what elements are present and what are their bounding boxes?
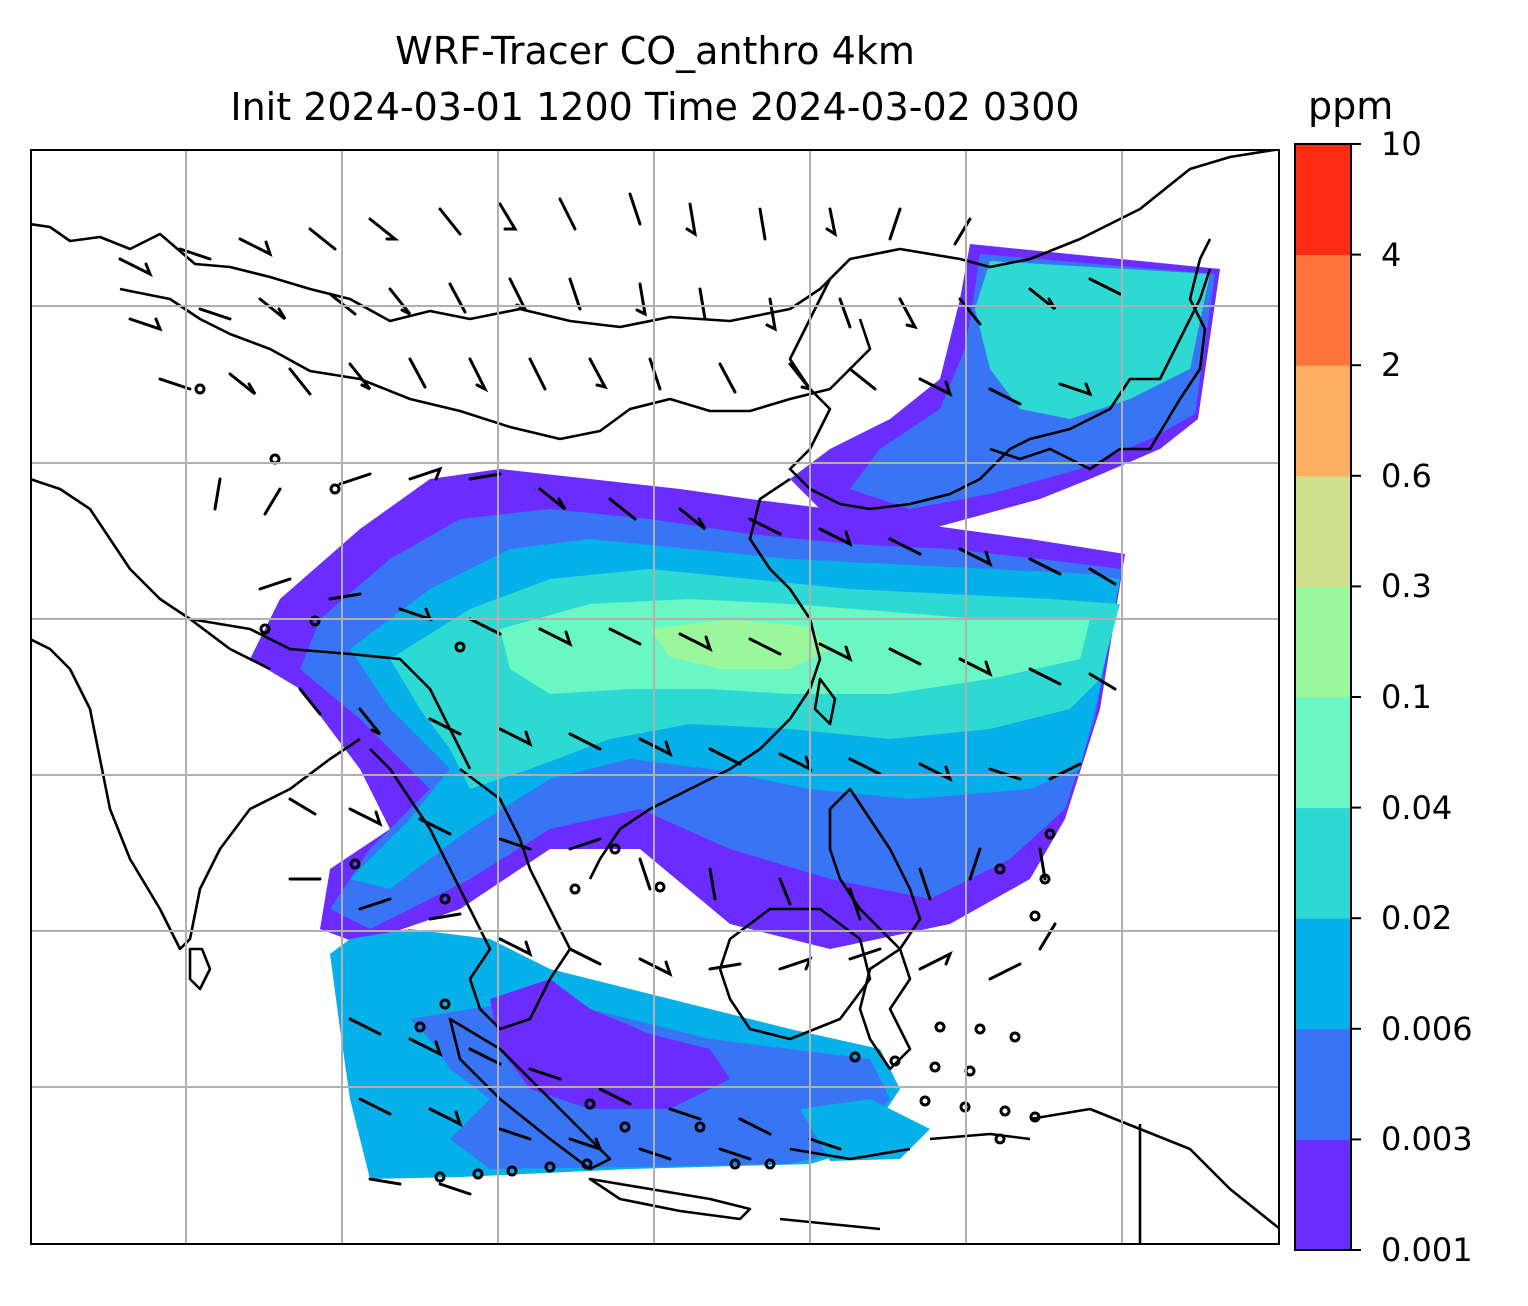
map-frame [30,149,1280,1245]
colorbar-tick-label: 0.003 [1381,1120,1473,1159]
colorbar-tick-label: 0.006 [1381,1009,1473,1048]
colorbar-segment [1295,697,1351,809]
colorbar-segment [1295,1139,1351,1251]
colorbar-segment [1295,918,1351,1030]
gridlines [30,149,1280,1245]
colorbar-segment [1295,1028,1351,1140]
colorbar-tick-label: 0.1 [1381,678,1432,716]
himalaya-border [189,617,472,770]
india-coast [30,637,361,951]
sumatra [448,1017,612,1171]
colorbar-segment [1295,586,1351,698]
colorbar-segment [1295,254,1351,366]
sri-lanka [188,947,212,991]
tracer-field [250,244,1220,1179]
colorbar [1294,143,1361,1251]
java [588,1177,752,1221]
colorbar-tick-label: 2 [1381,346,1402,385]
new-guinea [1029,1107,1280,1245]
colorbar-segments [1295,144,1351,1251]
colorbar-tick-marks [1351,143,1361,1251]
colorbar-segment [1295,807,1351,919]
colorbar-tick-label: 0.04 [1381,788,1453,827]
colorbar-tick-label: 0.3 [1381,567,1432,606]
chart-title-line2: Init 2024-03-01 1200 Time 2024-03-02 030… [230,85,1080,129]
chart-title-line1: WRF-Tracer CO_anthro 4km [395,29,915,73]
calm-wind-markers [194,383,1056,1183]
colorbar-tick-label: 10 [1381,125,1422,163]
taiwan [813,677,837,726]
china-north-border [30,149,1280,329]
colorbar-tick-label: 0.6 [1381,456,1432,495]
colorbar-unit: ppm [1308,84,1394,128]
mongolia-border [119,287,872,441]
colorbar-tick-label: 0.02 [1381,899,1453,938]
colorbar-tick-label: 4 [1381,235,1402,274]
borneo [718,907,872,1041]
sulawesi [858,947,912,1071]
field-main-green [650,619,830,669]
colorbar-tick-label: 0.001 [1381,1231,1473,1269]
colorbar-segment [1295,144,1351,256]
philippines [828,787,922,951]
colorbar-frame [1294,143,1352,1251]
wind-barbs [118,192,1122,1196]
korea-japan [989,238,1212,471]
east-china-coast [588,477,822,880]
map-panel [30,149,1280,1245]
india-border [30,477,271,671]
colorbar-segment [1295,365,1351,477]
colorbar-segment [1295,475,1351,587]
